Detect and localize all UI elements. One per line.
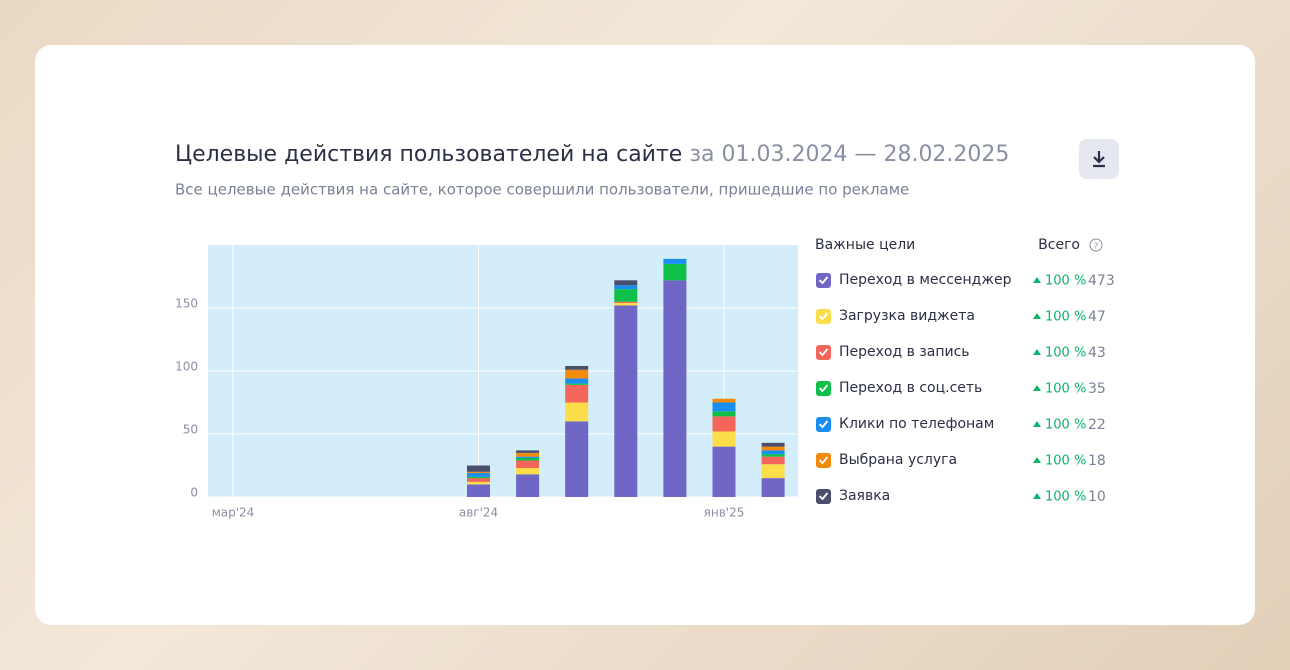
- change-arrow: [1033, 349, 1041, 355]
- legend-label: Заявка: [839, 488, 890, 504]
- total-value: 47: [1088, 309, 1106, 325]
- change-arrow: [1033, 313, 1041, 319]
- total-title: Всего: [1038, 237, 1080, 253]
- bar-segment: [565, 383, 589, 385]
- change-arrow: [1033, 493, 1041, 499]
- bar-segment: [712, 402, 736, 412]
- bar-segment: [614, 305, 638, 497]
- bar-segment: [565, 365, 589, 370]
- check-mark: [818, 348, 829, 357]
- bar-segment: [467, 471, 490, 474]
- bar-segment: [467, 473, 490, 477]
- bar-segment: [761, 464, 785, 479]
- bar-segment: [467, 465, 490, 472]
- legend-label: Переход в запись: [839, 344, 970, 360]
- check-mark: [818, 420, 829, 429]
- bar-segment: [467, 478, 490, 482]
- check-mark: [818, 312, 829, 321]
- change-value: 100 %: [1045, 454, 1086, 469]
- bar-segment: [614, 301, 638, 303]
- download-icon: [1093, 151, 1105, 168]
- change-arrow: [1033, 457, 1041, 463]
- y-tick-label: 100: [175, 360, 198, 374]
- legend-label: Переход в соц.сеть: [839, 380, 982, 396]
- change-value: 100 %: [1045, 418, 1086, 433]
- bar-segment: [614, 302, 638, 306]
- bar-segment: [467, 484, 490, 497]
- bar-segment: [565, 384, 589, 403]
- check-mark: [818, 492, 829, 501]
- check-mark: [818, 276, 829, 285]
- total-value: 18: [1088, 453, 1106, 469]
- change-arrow: [1033, 421, 1041, 427]
- bar-segment: [516, 457, 540, 461]
- bar-segment: [712, 411, 736, 417]
- legend-label: Загрузка виджета: [839, 308, 975, 324]
- legend-label: Выбрана услуга: [839, 452, 957, 468]
- change-value: 100 %: [1045, 274, 1086, 289]
- help-icon-mark: ?: [1094, 242, 1098, 251]
- bar-segment: [565, 369, 589, 379]
- bar-segment: [467, 481, 490, 485]
- change-value: 100 %: [1045, 346, 1086, 361]
- title: Целевые действия пользователей на сайте …: [175, 142, 1009, 167]
- bar-segment: [516, 450, 540, 453]
- bar-segment: [712, 446, 736, 497]
- total-value: 43: [1088, 345, 1106, 361]
- bar-segment: [663, 263, 687, 281]
- bar-segment: [516, 456, 540, 458]
- check-mark: [818, 456, 829, 465]
- change-value: 100 %: [1045, 382, 1086, 397]
- subtitle: Все целевые действия на сайте, которое с…: [175, 181, 909, 199]
- check-mark: [818, 384, 829, 393]
- bar-segment: [663, 258, 687, 264]
- bar-segment: [761, 454, 785, 457]
- bar-segment: [565, 421, 589, 497]
- bar-segment: [761, 478, 785, 497]
- change-value: 100 %: [1045, 490, 1086, 505]
- y-tick-label: 150: [175, 297, 198, 311]
- period: за 01.03.2024 — 28.02.2025: [689, 142, 1009, 167]
- help-icon[interactable]: [1089, 238, 1103, 252]
- bar-segment: [614, 285, 638, 290]
- bar-segment: [761, 456, 785, 465]
- y-tick-label: 0: [190, 486, 198, 500]
- total-value: 22: [1088, 417, 1106, 433]
- title-text: Целевые действия пользователей на сайте: [175, 142, 682, 167]
- x-tick-label: мар'24: [212, 506, 255, 520]
- bar-segment: [761, 450, 785, 455]
- y-tick-label: 50: [183, 423, 198, 437]
- change-value: 100 %: [1045, 310, 1086, 325]
- legend-title: Важные цели: [815, 237, 915, 253]
- bar-segment: [663, 280, 687, 497]
- bar-segment: [614, 289, 638, 302]
- bar-segment: [565, 378, 589, 384]
- total-value: 473: [1088, 273, 1115, 289]
- total-value: 35: [1088, 381, 1106, 397]
- bar-segment: [761, 446, 785, 451]
- legend-label: Клики по телефонам: [839, 416, 994, 432]
- change-arrow: [1033, 277, 1041, 283]
- bar-segment: [516, 474, 540, 497]
- bar-segment: [516, 460, 540, 469]
- bar-segment: [712, 431, 736, 447]
- bar-segment: [516, 452, 540, 457]
- bar-segment: [712, 398, 736, 403]
- bar-segment: [761, 442, 785, 447]
- legend-label: Переход в мессенджер: [839, 272, 1012, 288]
- bar-segment: [614, 280, 638, 286]
- bar-segment: [516, 468, 540, 475]
- bar-segment: [712, 416, 736, 432]
- x-tick-label: янв'25: [704, 506, 745, 520]
- total-value: 10: [1088, 489, 1106, 505]
- bar-segment: [565, 402, 589, 422]
- change-arrow: [1033, 385, 1041, 391]
- x-tick-label: авг'24: [459, 506, 498, 520]
- bar-segment: [467, 476, 490, 479]
